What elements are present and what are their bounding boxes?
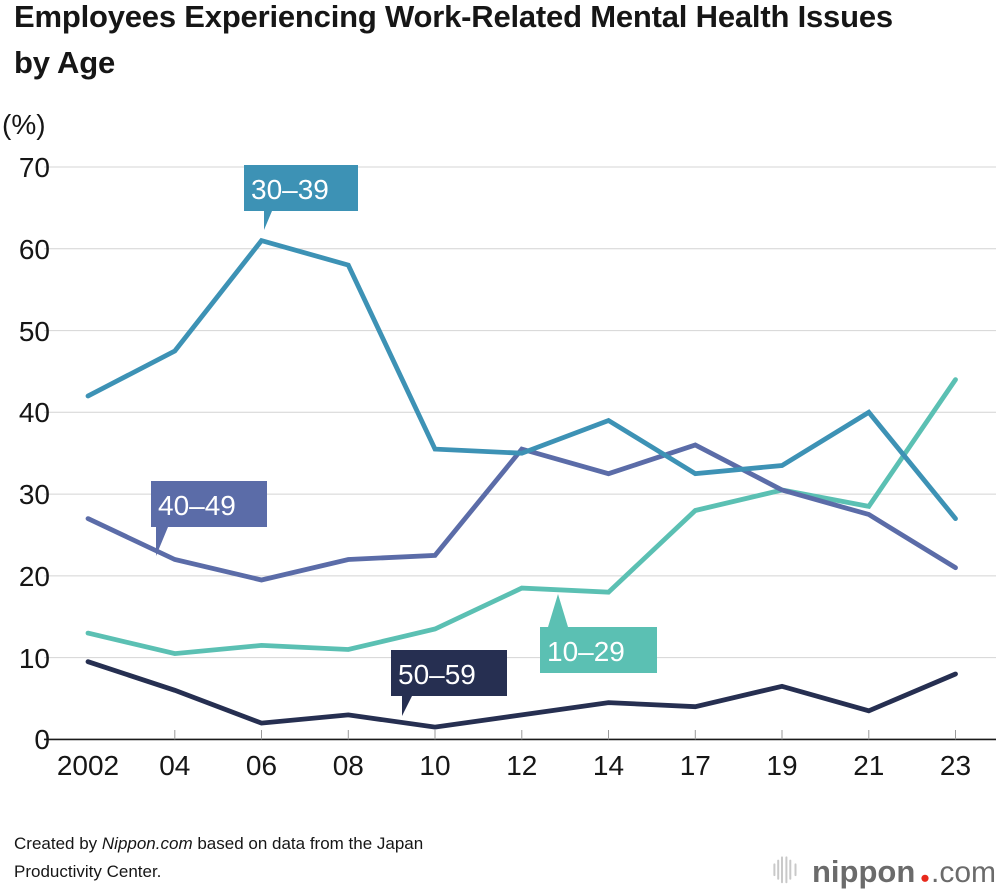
svg-text:nippon: nippon: [812, 854, 915, 889]
svg-text:30–39: 30–39: [251, 174, 329, 205]
svg-text:10–29: 10–29: [547, 636, 625, 667]
svg-text:50–59: 50–59: [398, 659, 476, 690]
svg-text:40–49: 40–49: [158, 490, 236, 521]
svg-text:.com: .com: [931, 856, 996, 889]
